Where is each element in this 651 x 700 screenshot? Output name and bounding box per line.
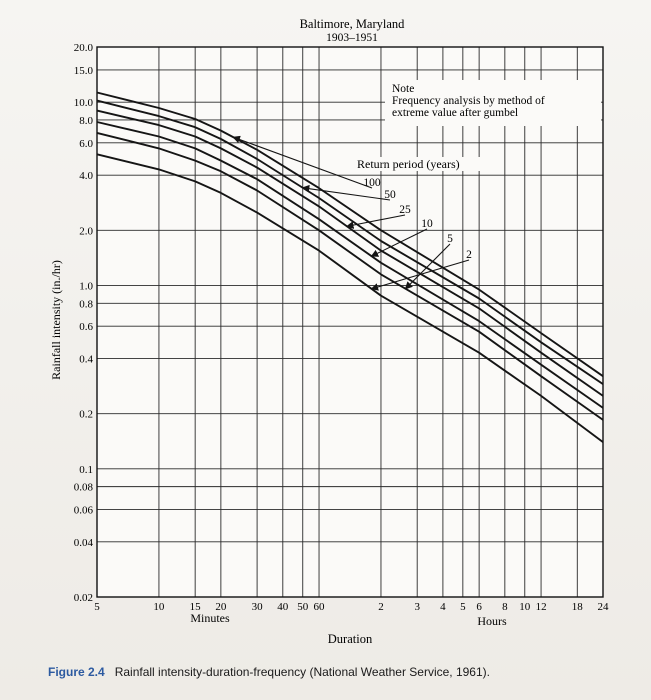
x-tick-label: 60 bbox=[314, 601, 326, 613]
return-period-label-5: 5 bbox=[447, 233, 453, 245]
series-line-25 bbox=[96, 109, 604, 397]
series-line-100 bbox=[96, 91, 604, 377]
plot-area bbox=[97, 47, 603, 597]
return-period-label-25: 25 bbox=[399, 204, 411, 216]
series-line-5 bbox=[96, 131, 604, 421]
leader-2 bbox=[370, 259, 470, 291]
x-tick-label: 18 bbox=[572, 601, 584, 613]
note-line: Note bbox=[392, 83, 414, 95]
y-tick-label: 10.0 bbox=[74, 97, 94, 109]
y-tick-label: 0.08 bbox=[74, 482, 94, 494]
x-tick-label: 6 bbox=[476, 601, 482, 613]
leader-10 bbox=[370, 228, 428, 257]
x-tick-label: 24 bbox=[598, 601, 610, 613]
series-lines bbox=[96, 91, 604, 443]
x-tick-label: 4 bbox=[440, 601, 446, 613]
return-period-label-50: 50 bbox=[384, 189, 396, 201]
x-hours-label: Hours bbox=[477, 614, 507, 628]
leader-lines bbox=[232, 135, 470, 291]
y-tick-label: 0.8 bbox=[79, 298, 93, 310]
y-tick-label: 0.04 bbox=[74, 537, 94, 549]
y-tick-label: 4.0 bbox=[79, 170, 93, 182]
y-tick-label: 0.6 bbox=[79, 321, 93, 333]
x-tick-label: 5 bbox=[94, 601, 100, 613]
x-tick-label: 10 bbox=[153, 601, 165, 613]
y-tick-label: 0.4 bbox=[79, 353, 93, 365]
leader-5 bbox=[404, 243, 451, 290]
leader-50 bbox=[301, 184, 391, 201]
tick-labels: 20.0 15.0 10.0 8.0 6.0 4.0 2.0 1.0 0.8 0.6 0.4 0.2 0… bbox=[74, 42, 609, 613]
x-tick-label: 40 bbox=[277, 601, 289, 613]
y-tick-label: 0.06 bbox=[74, 505, 94, 517]
x-tick-label: 5 bbox=[460, 601, 466, 613]
legend-title-background bbox=[355, 157, 493, 171]
y-tick-label: 0.1 bbox=[79, 464, 93, 476]
idf-chart: 20.0 15.0 10.0 8.0 6.0 4.0 2.0 1.0 0.8 0.6 0.4 0.2 0… bbox=[49, 17, 609, 646]
x-tick-label: 10 bbox=[519, 601, 531, 613]
x-axis-title: Duration bbox=[328, 632, 373, 646]
y-tick-label: 0.02 bbox=[74, 592, 93, 604]
figure-caption: Figure 2.4 Rainfall intensity-duration-fr… bbox=[48, 665, 638, 679]
caption-label: Figure 2.4 bbox=[48, 665, 105, 679]
series-line-50 bbox=[96, 99, 604, 385]
caption-text: Rainfall intensity-duration-frequency (N… bbox=[114, 665, 490, 679]
plot-frame bbox=[96, 46, 604, 598]
x-tick-label: 12 bbox=[536, 601, 547, 613]
y-tick-label: 2.0 bbox=[79, 225, 93, 237]
return-period-label-100: 100 bbox=[363, 177, 381, 189]
x-tick-label: 15 bbox=[190, 601, 202, 613]
return-period-label-2: 2 bbox=[466, 249, 472, 261]
leader-100 bbox=[232, 135, 373, 189]
chart-subtitle: 1903–1951 bbox=[326, 32, 378, 44]
note-background bbox=[385, 80, 601, 126]
x-tick-label: 20 bbox=[215, 601, 227, 613]
note-line: extreme value after gumbel bbox=[392, 107, 518, 119]
leader-25 bbox=[345, 214, 406, 229]
x-tick-label: 50 bbox=[297, 601, 309, 613]
series-line-10 bbox=[96, 121, 604, 409]
y-tick-label: 20.0 bbox=[74, 42, 94, 54]
x-tick-label: 3 bbox=[414, 601, 420, 613]
y-tick-label: 0.2 bbox=[79, 409, 93, 421]
grid bbox=[96, 46, 604, 598]
y-tick-label: 1.0 bbox=[79, 281, 93, 293]
x-minutes-label: Minutes bbox=[190, 611, 230, 625]
legend-title: Return period (years) bbox=[357, 157, 460, 171]
y-tick-label: 6.0 bbox=[79, 138, 93, 150]
x-tick-label: 8 bbox=[502, 601, 508, 613]
x-tick-label: 30 bbox=[252, 601, 264, 613]
chart-title: Baltimore, Maryland bbox=[300, 17, 406, 31]
series-line-2 bbox=[96, 153, 604, 443]
note-line: Frequency analysis by method of bbox=[392, 95, 545, 107]
x-tick-label: 2 bbox=[378, 601, 384, 613]
return-period-label-10: 10 bbox=[421, 218, 433, 230]
y-axis-title: Rainfall intensity (in./hr) bbox=[49, 260, 63, 380]
y-tick-label: 15.0 bbox=[74, 65, 94, 77]
y-tick-label: 8.0 bbox=[79, 115, 93, 127]
